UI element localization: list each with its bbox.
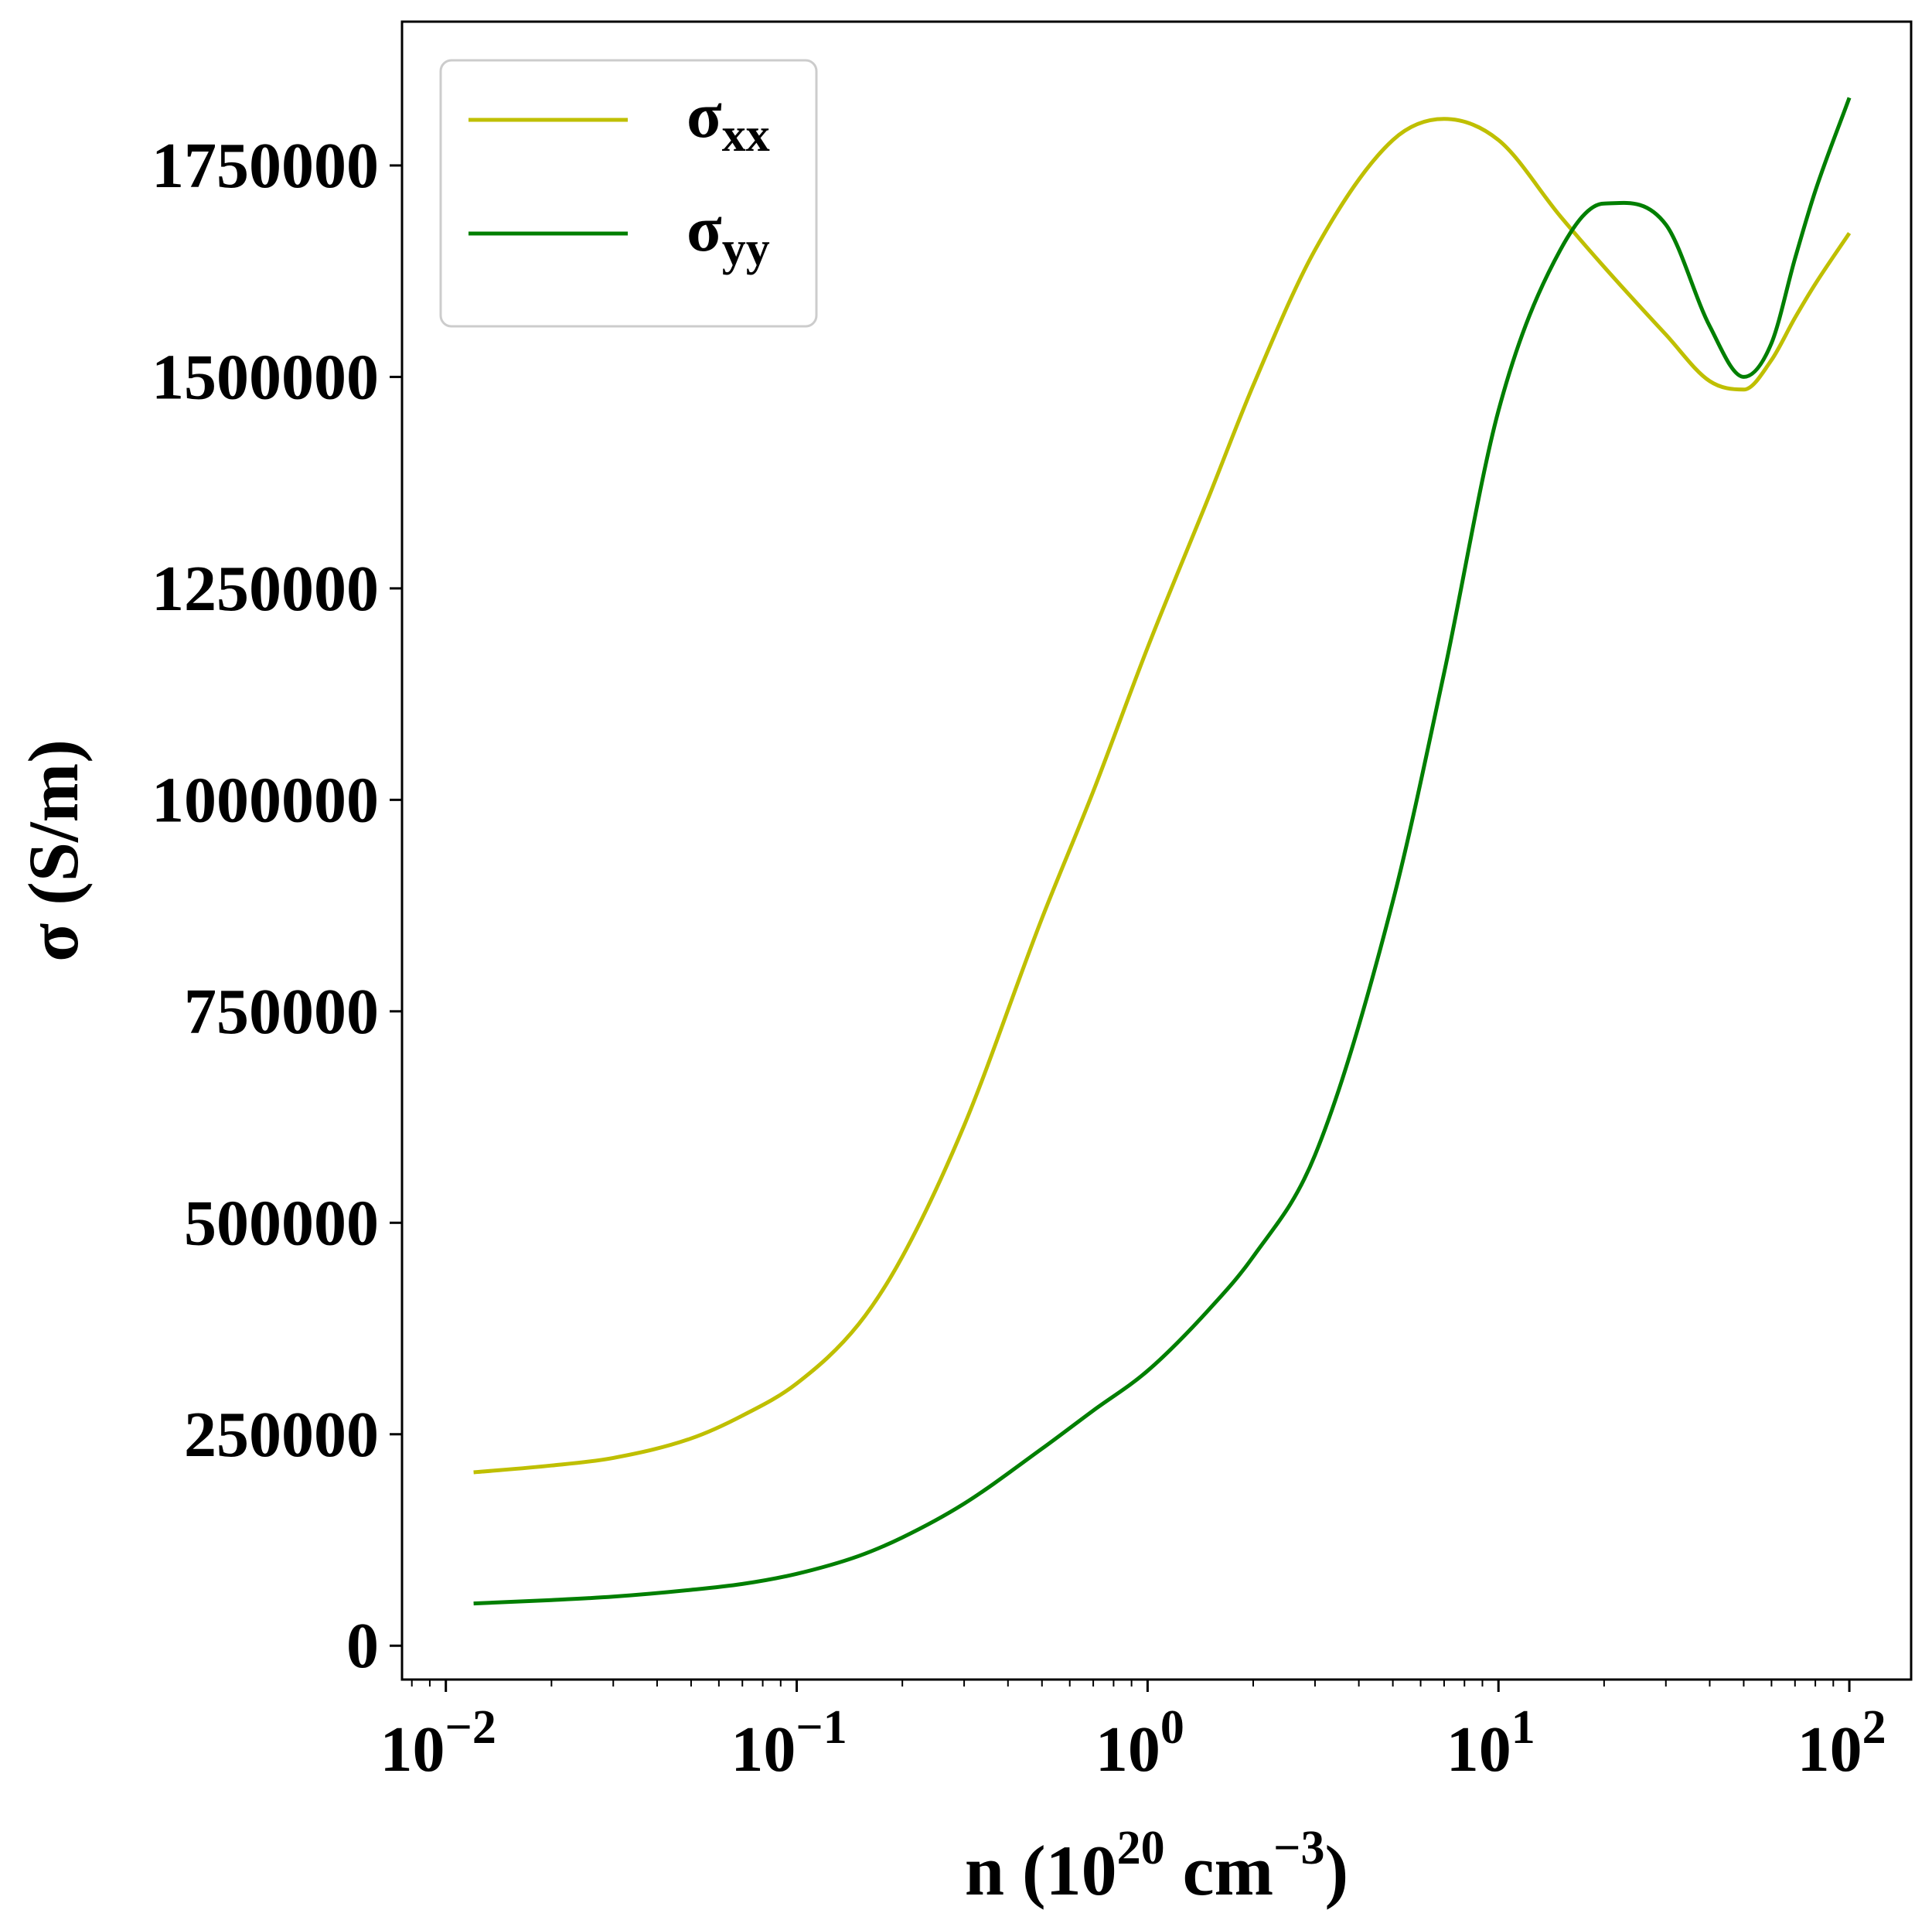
x-tick-label: 102 [1797, 1701, 1886, 1785]
legend-label-sigma-yy-subscript: yy [722, 223, 770, 275]
y-tick-label: 1250000 [152, 553, 379, 625]
x-axis-label-mid: cm [1165, 1831, 1273, 1910]
series-layer [473, 97, 1852, 1606]
y-tick-label: 250000 [184, 1399, 379, 1471]
x-minor-ticks [411, 1680, 1835, 1687]
x-axis-label-base: n (10 [965, 1831, 1117, 1910]
y-axis-label: σ (S/m) [14, 739, 93, 962]
series-line-sigma-yy [473, 97, 1852, 1606]
legend-label-sigma-xx: σxx [687, 80, 770, 162]
legend-label-sigma-xx-subscript: xx [722, 109, 770, 162]
y-tick-label: 1500000 [152, 341, 379, 413]
legend-label-sigma-xx-symbol: σ [687, 80, 722, 152]
y-tick-label: 1000000 [152, 764, 379, 836]
y-axis: 0 250000 500000 750000 1000000 1250000 1500000… [152, 130, 402, 1682]
x-tick-label: 10−2 [380, 1701, 496, 1785]
x-axis: 10−2 10−1 100 101 102 [380, 1680, 1886, 1785]
legend: σxx σyy [439, 59, 818, 328]
x-tick-label: 100 [1095, 1701, 1184, 1785]
x-tick-label: 101 [1446, 1701, 1535, 1785]
y-tick-label: 500000 [184, 1187, 379, 1259]
y-tick-label: 1750000 [152, 130, 379, 202]
x-axis-label-exp2: −3 [1273, 1822, 1324, 1874]
x-axis-label-end: ) [1325, 1831, 1349, 1910]
y-tick-label: 750000 [184, 976, 379, 1048]
x-tick-label: 10−1 [731, 1701, 847, 1785]
x-axis-label-exp1: 20 [1117, 1822, 1165, 1874]
axes-frame [400, 20, 1913, 1681]
legend-label-sigma-yy: σyy [687, 193, 770, 275]
series-line-sigma-xx [473, 117, 1852, 1475]
legend-box [439, 59, 818, 328]
legend-label-sigma-yy-symbol: σ [687, 193, 722, 265]
x-axis-label: n (1020 cm−3) [965, 1822, 1348, 1910]
y-tick-label: 0 [346, 1610, 379, 1682]
